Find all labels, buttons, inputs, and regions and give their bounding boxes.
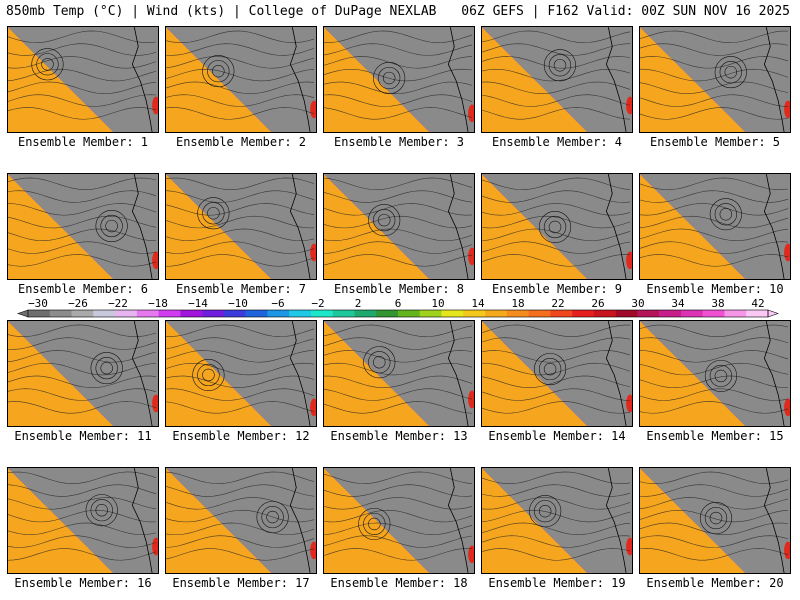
colorbar-swatch [702,310,725,317]
ensemble-map-panel [639,26,791,133]
ensemble-member-label: Ensemble Member: 3 [333,135,465,149]
colorbar-tick-label: 10 [431,297,444,310]
colorbar-tick-label: −10 [228,297,248,310]
colorbar-swatch [485,310,508,317]
ensemble-member-label: Ensemble Member: 19 [488,576,626,590]
ensemble-map-panel [481,467,633,574]
colorbar-swatch [71,310,94,317]
ensemble-member-label: Ensemble Member: 6 [17,282,149,296]
ensemble-map-panel [639,467,791,574]
colorbar-swatch [158,310,181,317]
colorbar-swatch [28,310,51,317]
header-run-info: 06Z GEFS | F162 Valid: 00Z SUN NOV 16 20… [461,4,790,19]
ensemble-member-label: Ensemble Member: 12 [172,429,310,443]
colorbar-swatch [332,310,355,317]
colorbar-swatch [528,310,551,317]
colorbar-swatch [223,310,246,317]
ensemble-member-label: Ensemble Member: 9 [491,282,623,296]
ensemble-map-panel [7,320,159,427]
colorbar-tick-label: −6 [271,297,284,310]
colorbar-tick-label: 38 [711,297,724,310]
colorbar-swatch [376,310,399,317]
ensemble-member-label: Ensemble Member: 11 [14,429,152,443]
colorbar-swatch [398,310,421,317]
colorbar-swatch [506,310,529,317]
colorbar-swatch [49,310,72,317]
ensemble-member-label: Ensemble Member: 17 [172,576,310,590]
ensemble-member-label: Ensemble Member: 18 [330,576,468,590]
colorbar-swatch [593,310,616,317]
colorbar-tick-label: 18 [511,297,524,310]
colorbar-tick-label: −18 [148,297,168,310]
colorbar-tick-label: 6 [395,297,402,310]
ensemble-map-panel [481,320,633,427]
colorbar-swatch [615,310,638,317]
ensemble-map-panel [7,173,159,280]
colorbar-swatch [289,310,312,317]
colorbar-swatch [202,310,225,317]
ensemble-map-panel [639,173,791,280]
colorbar-swatch [680,310,703,317]
colorbar-tick-label: 2 [355,297,362,310]
ensemble-member-label: Ensemble Member: 2 [175,135,307,149]
ensemble-map-panel [7,26,159,133]
colorbar-swatch [310,310,333,317]
ensemble-member-label: Ensemble Member: 14 [488,429,626,443]
colorbar-tick-label: −14 [188,297,208,310]
colorbar-swatch [180,310,203,317]
colorbar-swatch [267,310,290,317]
ensemble-member-label: Ensemble Member: 10 [646,282,784,296]
ensemble-map-panel [323,467,475,574]
ensemble-member-label: Ensemble Member: 15 [646,429,784,443]
header-title: 850mb Temp (°C) | Wind (kts) | College o… [6,4,437,19]
colorbar-tick-label: −26 [68,297,88,310]
colorbar-swatch [136,310,159,317]
colorbar-tick-label: −22 [108,297,128,310]
colorbar-swatch [659,310,682,317]
colorbar-swatch [463,310,486,317]
colorbar-tick-label: 26 [591,297,604,310]
colorbar-swatch [637,310,660,317]
colorbar-tick-label: 14 [471,297,485,310]
ensemble-member-label: Ensemble Member: 13 [330,429,468,443]
colorbar-swatch [354,310,377,317]
colorbar-tick-label: 34 [671,297,685,310]
ensemble-map-panel [481,173,633,280]
colorbar-tick-label: −30 [28,297,48,310]
colorbar-swatch [550,310,573,317]
colorbar-tick-label: 30 [631,297,644,310]
ensemble-map-panel [639,320,791,427]
ensemble-member-label: Ensemble Member: 7 [175,282,307,296]
ensemble-map-panel [165,467,317,574]
ensemble-member-label: Ensemble Member: 4 [491,135,623,149]
ensemble-member-label: Ensemble Member: 16 [14,576,152,590]
colorbar-swatch [115,310,138,317]
ensemble-map-panel [165,320,317,427]
ensemble-member-label: Ensemble Member: 1 [17,135,149,149]
colorbar-swatch [572,310,595,317]
ensemble-map-panel [323,320,475,427]
ensemble-member-label: Ensemble Member: 20 [646,576,784,590]
ensemble-map-panel [7,467,159,574]
colorbar-swatch [93,310,116,317]
colorbar-swatch [419,310,442,317]
colorbar-swatch [724,310,747,317]
colorbar-swatch [245,310,268,317]
ensemble-map-panel [323,173,475,280]
ensemble-map-panel [323,26,475,133]
temperature-colorbar: −30 −26 −22 −18 −14 −10 −6 −2 2 6 10 14 18 22 26 30 34 38… [17,297,779,318]
ensemble-member-label: Ensemble Member: 8 [333,282,465,296]
ensemble-map-panel [165,173,317,280]
colorbar-tick-label: 42 [751,297,764,310]
ensemble-member-label: Ensemble Member: 5 [649,135,781,149]
colorbar-swatch [441,310,464,317]
ensemble-map-panel [481,26,633,133]
colorbar-tick-label: 22 [551,297,564,310]
colorbar-swatch [746,310,769,317]
colorbar-tick-label: −2 [311,297,324,310]
ensemble-map-panel [165,26,317,133]
